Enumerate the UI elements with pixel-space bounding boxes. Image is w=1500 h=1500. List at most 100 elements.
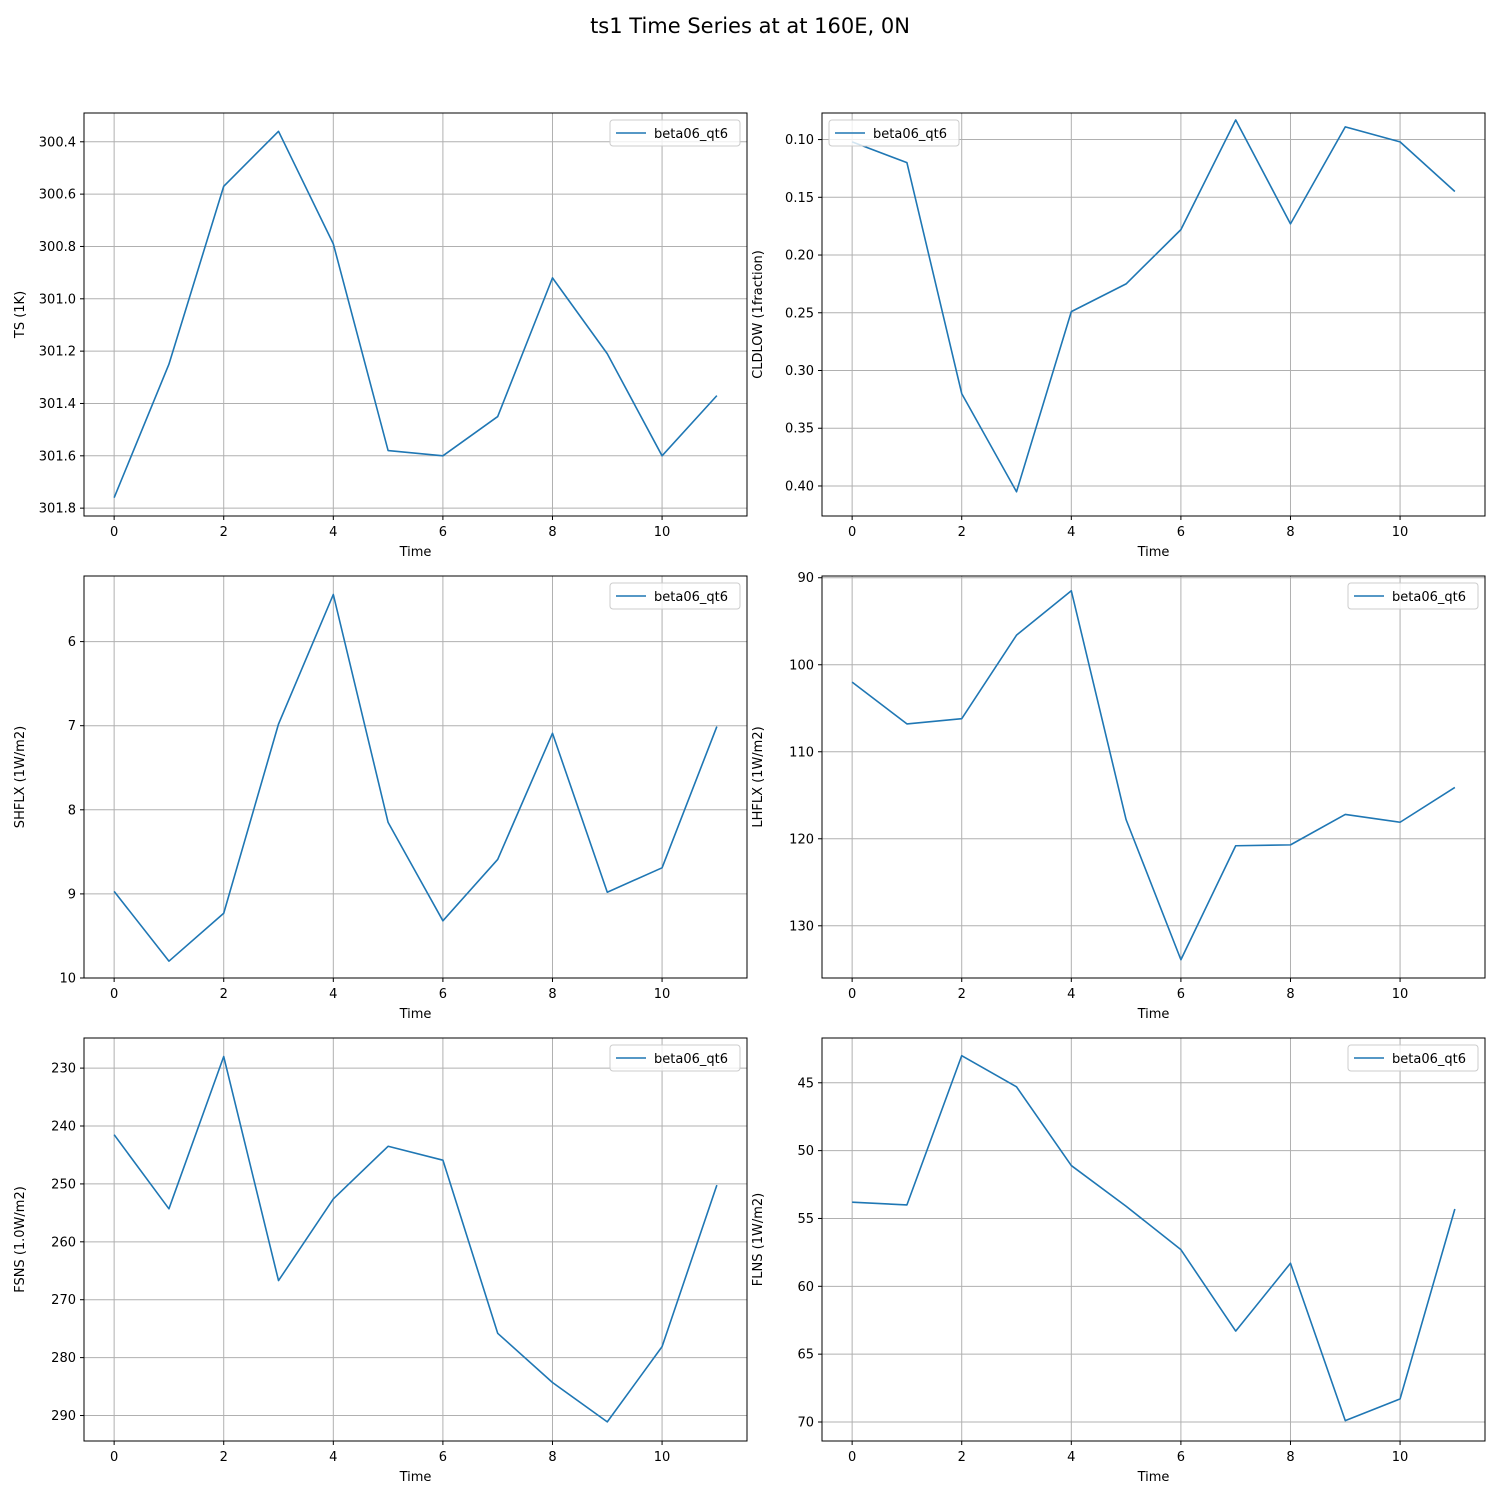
x-tick-label: 4 bbox=[329, 1450, 337, 1465]
y-tick-label: 250 bbox=[51, 1177, 76, 1192]
y-tick-label: 300.4 bbox=[39, 135, 76, 150]
legend-label: beta06_qt6 bbox=[873, 127, 947, 142]
y-tick-label: 270 bbox=[51, 1293, 76, 1308]
legend: beta06_qt6 bbox=[609, 1044, 741, 1072]
y-tick-label: 300.8 bbox=[39, 240, 76, 255]
y-axis-label: FLNS (1W/m2) bbox=[751, 1193, 766, 1286]
x-tick-label: 10 bbox=[654, 1450, 671, 1465]
x-axis-label: Time bbox=[399, 1007, 432, 1022]
subplot-1: 0 2 4 6 8 10 300.4 300.6 300.8 301.0 301.2 301.4 301… bbox=[13, 112, 748, 560]
x-tick-label: 0 bbox=[110, 987, 118, 1002]
y-tick-label: 301.4 bbox=[39, 397, 76, 412]
y-tick-label: 260 bbox=[51, 1235, 76, 1250]
axes-frame bbox=[821, 112, 1486, 517]
y-tick-label: 0.15 bbox=[785, 191, 814, 206]
y-tick-label: 10 bbox=[59, 972, 76, 987]
series-line-beta06_qt6 bbox=[113, 593, 718, 962]
y-tick-label: 0.30 bbox=[785, 364, 814, 379]
legend-box bbox=[828, 119, 960, 147]
legend-box bbox=[609, 582, 741, 610]
y-tick-label: 50 bbox=[797, 1144, 814, 1159]
x-tick-label: 0 bbox=[848, 1450, 856, 1465]
x-tick-label: 4 bbox=[329, 987, 337, 1002]
y-axis-label: FSNS (1.0W/m2) bbox=[13, 1186, 28, 1293]
x-tick-label: 10 bbox=[654, 525, 671, 540]
x-tick-label: 10 bbox=[1392, 987, 1409, 1002]
subplot-3: 0 2 4 6 8 10 6 7 8 9 10 Time SHFLX (1W/m2) beta06_qt6 bbox=[13, 575, 748, 1022]
x-tick-label: 2 bbox=[958, 987, 966, 1002]
series-line-beta06_qt6 bbox=[851, 119, 1456, 493]
legend-label: beta06_qt6 bbox=[1392, 590, 1466, 605]
legend-box bbox=[1347, 1044, 1479, 1072]
y-tick-label: 100 bbox=[789, 658, 814, 673]
series-line-beta06_qt6 bbox=[113, 1055, 718, 1423]
x-tick-label: 8 bbox=[548, 1450, 556, 1465]
y-tick-label: 301.0 bbox=[39, 292, 76, 307]
legend: beta06_qt6 bbox=[609, 119, 741, 147]
axes-frame bbox=[83, 112, 748, 517]
y-tick-label: 290 bbox=[51, 1409, 76, 1424]
subplot-5: 0 2 4 6 8 10 230 240 250 260 270 280 290 Time FSNS (1.… bbox=[13, 1037, 748, 1485]
y-tick-label: 9 bbox=[68, 887, 76, 902]
x-tick-label: 0 bbox=[848, 987, 856, 1002]
y-tick-label: 301.2 bbox=[39, 345, 76, 360]
x-tick-label: 4 bbox=[1067, 525, 1075, 540]
y-tick-label: 90 bbox=[797, 571, 814, 586]
axes-frame bbox=[83, 575, 748, 979]
x-tick-label: 8 bbox=[548, 987, 556, 1002]
x-tick-label: 2 bbox=[220, 1450, 228, 1465]
y-axis-label: CLDLOW (1fraction) bbox=[751, 250, 766, 379]
subplot-6: 0 2 4 6 8 10 45 50 55 60 65 70 Time FLNS (1W/m2) beta0… bbox=[751, 1037, 1486, 1485]
legend: beta06_qt6 bbox=[1347, 582, 1479, 610]
y-tick-label: 7 bbox=[68, 719, 76, 734]
legend-box bbox=[1347, 582, 1479, 610]
axes-frame bbox=[821, 1037, 1486, 1442]
x-tick-label: 10 bbox=[1392, 525, 1409, 540]
x-tick-label: 0 bbox=[848, 525, 856, 540]
x-tick-label: 8 bbox=[1286, 525, 1294, 540]
subplot-4: 0 2 4 6 8 10 90 100 110 120 130 Time LHFLX (1W/m2) be… bbox=[751, 571, 1486, 1022]
legend-label: beta06_qt6 bbox=[654, 1052, 728, 1067]
x-tick-label: 10 bbox=[1392, 1450, 1409, 1465]
x-tick-label: 8 bbox=[1286, 987, 1294, 1002]
x-tick-label: 6 bbox=[439, 1450, 447, 1465]
axes-frame bbox=[83, 1037, 748, 1442]
y-tick-label: 240 bbox=[51, 1120, 76, 1135]
legend-label: beta06_qt6 bbox=[654, 590, 728, 605]
legend-label: beta06_qt6 bbox=[1392, 1052, 1466, 1067]
x-tick-label: 6 bbox=[1177, 525, 1185, 540]
y-axis-label: LHFLX (1W/m2) bbox=[751, 726, 766, 827]
x-axis-label: Time bbox=[1137, 545, 1170, 560]
x-tick-label: 6 bbox=[439, 525, 447, 540]
y-tick-label: 65 bbox=[797, 1348, 814, 1363]
x-tick-label: 4 bbox=[1067, 1450, 1075, 1465]
figure-title: ts1 Time Series at at 160E, 0N bbox=[590, 14, 910, 38]
y-tick-label: 0.20 bbox=[785, 249, 814, 264]
series-line-beta06_qt6 bbox=[852, 1054, 1456, 1422]
y-tick-label: 0.10 bbox=[785, 133, 814, 148]
x-axis-label: Time bbox=[1137, 1470, 1170, 1485]
y-tick-label: 301.8 bbox=[39, 502, 76, 517]
y-tick-label: 300.6 bbox=[39, 188, 76, 203]
x-tick-label: 0 bbox=[110, 525, 118, 540]
y-tick-label: 45 bbox=[797, 1076, 814, 1091]
x-tick-label: 2 bbox=[958, 1450, 966, 1465]
x-tick-label: 2 bbox=[220, 987, 228, 1002]
legend: beta06_qt6 bbox=[1347, 1044, 1479, 1072]
x-tick-label: 2 bbox=[958, 525, 966, 540]
y-tick-label: 280 bbox=[51, 1351, 76, 1366]
x-tick-label: 6 bbox=[439, 987, 447, 1002]
x-axis-label: Time bbox=[399, 1470, 432, 1485]
legend-box bbox=[609, 119, 741, 147]
y-axis-label: TS (1K) bbox=[13, 291, 28, 339]
legend: beta06_qt6 bbox=[609, 582, 741, 610]
y-tick-label: 70 bbox=[797, 1416, 814, 1431]
x-tick-label: 4 bbox=[1067, 987, 1075, 1002]
y-tick-label: 60 bbox=[797, 1280, 814, 1295]
subplot-2: 0 2 4 6 8 10 0.10 0.15 0.20 0.25 0.30 0.35 0.40 Time C… bbox=[751, 112, 1486, 560]
series-line-beta06_qt6 bbox=[113, 130, 718, 498]
y-tick-label: 8 bbox=[68, 803, 76, 818]
y-tick-label: 130 bbox=[789, 919, 814, 934]
y-tick-label: 301.6 bbox=[39, 449, 76, 464]
